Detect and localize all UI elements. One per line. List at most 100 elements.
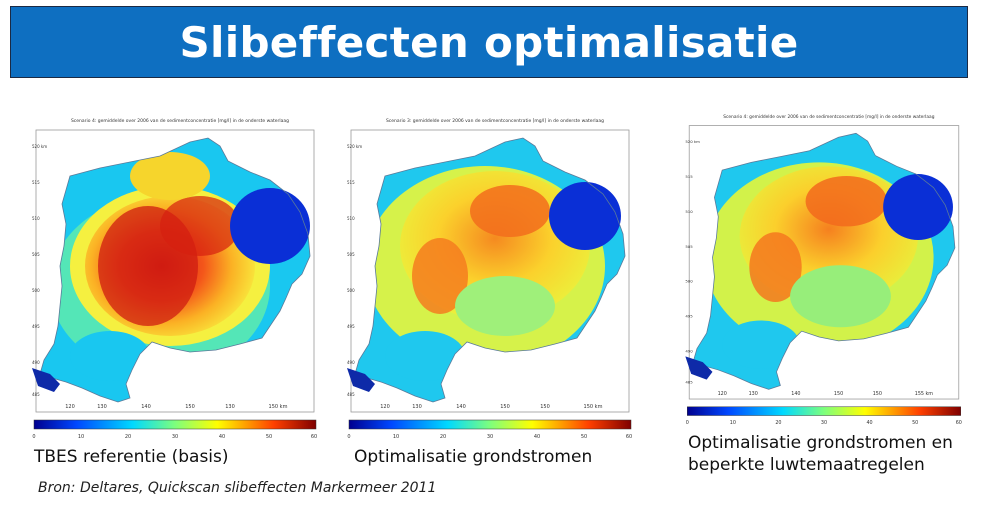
svg-text:500: 500 [347,288,355,293]
caption-panel-1: TBES referentie (basis) [34,447,229,467]
svg-text:140: 140 [141,404,151,410]
color-scale-ticks-2: 0 10 20 30 40 50 60 [347,434,632,440]
coastline-3 [692,132,956,390]
slide-title: Slibeffecten optimalisatie [179,17,799,67]
ijsselmeer-region-1 [230,188,310,264]
svg-text:150: 150 [873,391,882,397]
svg-text:515: 515 [685,174,693,179]
svg-text:60: 60 [311,434,317,440]
y-ticks-1: 520 km 515 510 505 500 495 490 485 [32,144,47,397]
svg-text:20: 20 [440,434,446,440]
svg-text:495: 495 [347,324,355,329]
map-figure-1: Scenario 4: gemiddelde over 2006 van de … [32,118,317,440]
svg-text:150 km: 150 km [584,404,603,410]
caption-panel-3-line-1: Optimalisatie grondstromen en [688,433,953,453]
svg-text:30: 30 [821,420,827,426]
amsterdam-harbour-1 [32,368,60,392]
plot-title-1: Scenario 4: gemiddelde over 2006 van de … [71,118,289,124]
y-ticks-2: 520 km 515 510 505 500 495 490 485 [347,144,362,397]
title-bar: Slibeffecten optimalisatie [10,6,968,78]
color-scale-ticks-3: 0 10 20 30 40 50 60 [686,420,962,426]
x-ticks-1: 120 130 140 150 130 150 km [65,404,287,410]
svg-text:120: 120 [380,404,390,410]
svg-text:490: 490 [32,360,40,365]
plot-title-3: Scenario 4: gemiddelde over 2006 van de … [723,114,934,120]
svg-text:130: 130 [412,404,422,410]
svg-text:20: 20 [775,420,781,426]
svg-text:520 km: 520 km [685,139,700,144]
caption-panel-3-line-2: beperkte luwtemaatregelen [688,455,925,475]
svg-text:155 km: 155 km [915,391,934,397]
map-figure-2: Scenario 3: gemiddelde over 2006 van de … [347,118,632,440]
svg-text:520 km: 520 km [32,144,47,149]
svg-text:505: 505 [685,244,693,249]
svg-text:10: 10 [393,434,399,440]
svg-text:20: 20 [125,434,131,440]
svg-text:40: 40 [219,434,225,440]
y-ticks-3: 520 km 515 510 505 500 495 490 485 [685,139,700,384]
svg-text:50: 50 [912,420,918,426]
svg-text:510: 510 [347,216,355,221]
svg-text:50: 50 [266,434,272,440]
plot-title-2: Scenario 3: gemiddelde over 2006 van de … [386,118,604,124]
svg-text:0: 0 [32,434,35,440]
svg-text:520 km: 520 km [347,144,362,149]
caption-panel-2: Optimalisatie grondstromen [354,447,593,467]
svg-text:500: 500 [685,279,693,284]
svg-text:10: 10 [78,434,84,440]
svg-text:60: 60 [626,434,632,440]
coastline-1 [39,137,311,403]
color-scale-2 [348,419,632,430]
svg-text:0: 0 [347,434,350,440]
color-scale-3 [687,406,961,416]
amsterdam-harbour-2 [347,368,375,392]
x-ticks-2: 120 130 140 150 150 150 km [380,404,602,410]
source-citation: Bron: Deltares, Quickscan slibeffecten M… [38,480,437,496]
svg-text:40: 40 [534,434,540,440]
svg-text:120: 120 [718,391,727,397]
x-ticks-3: 120 130 140 150 150 155 km [718,391,934,397]
svg-text:510: 510 [32,216,40,221]
svg-text:510: 510 [685,209,693,214]
color-scale-1 [33,419,317,430]
svg-text:515: 515 [347,180,355,185]
svg-text:0: 0 [686,420,689,426]
svg-text:130: 130 [225,404,235,410]
map-panel-1: Scenario 4: gemiddelde over 2006 van de … [30,116,320,446]
map-figure-3: Scenario 4: gemiddelde over 2006 van de … [685,114,962,426]
ijsselmeer-region-2 [549,182,621,250]
svg-text:10: 10 [730,420,736,426]
svg-text:40: 40 [866,420,872,426]
svg-text:30: 30 [172,434,178,440]
svg-text:150: 150 [540,404,550,410]
color-scale-ticks-1: 0 10 20 30 40 50 60 [32,434,317,440]
amsterdam-harbour-3 [685,356,713,380]
svg-text:150: 150 [185,404,195,410]
svg-text:495: 495 [685,314,693,319]
ijsselmeer-region-3 [883,174,953,240]
svg-text:485: 485 [685,380,693,385]
caption-panel-3: Optimalisatie grondstromen en beperkte l… [688,432,953,476]
svg-text:505: 505 [347,252,355,257]
map-panel-3: Scenario 4: gemiddelde over 2006 van de … [676,112,972,432]
svg-text:140: 140 [456,404,466,410]
svg-text:505: 505 [32,252,40,257]
svg-text:485: 485 [347,392,355,397]
svg-text:50: 50 [581,434,587,440]
svg-text:30: 30 [487,434,493,440]
svg-text:490: 490 [347,360,355,365]
svg-text:150: 150 [500,404,510,410]
coastline-2 [354,137,626,403]
svg-text:130: 130 [97,404,107,410]
svg-text:150: 150 [834,391,843,397]
svg-text:140: 140 [791,391,800,397]
svg-text:150 km: 150 km [269,404,288,410]
concentration-field-1 [40,138,310,402]
svg-text:485: 485 [32,392,40,397]
svg-text:60: 60 [956,420,962,426]
svg-text:130: 130 [749,391,758,397]
svg-text:515: 515 [32,180,40,185]
svg-text:500: 500 [32,288,40,293]
svg-text:495: 495 [32,324,40,329]
svg-text:120: 120 [65,404,75,410]
